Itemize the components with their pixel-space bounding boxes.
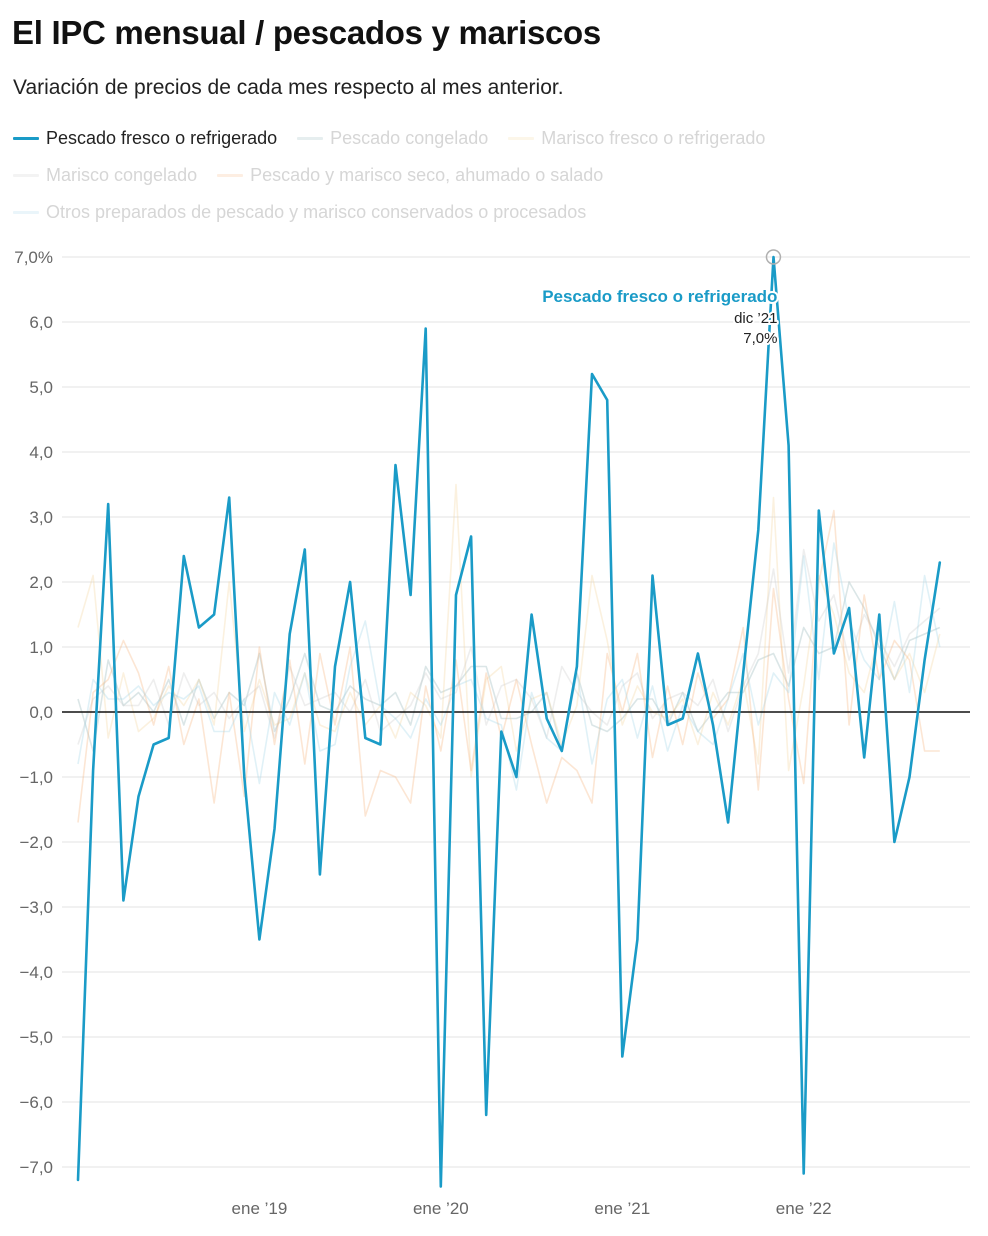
series-line-background <box>77 581 941 752</box>
highlight-series-layer <box>76 255 942 1188</box>
y-tick-label: −6,0 <box>19 1093 53 1112</box>
legend-item-marisco-congelado[interactable]: Marisco congelado <box>13 165 197 186</box>
x-tick-label: ene ’21 <box>594 1199 650 1218</box>
legend-label: Pescado y marisco seco, ahumado o salado <box>250 165 604 185</box>
y-tick-label: 4,0 <box>29 443 53 462</box>
legend-row-2: Marisco congelado Pescado y marisco seco… <box>13 157 973 194</box>
y-tick-label: 7,0% <box>14 248 53 267</box>
series-line-background <box>77 483 941 778</box>
legend-label: Otros preparados de pescado y marisco co… <box>46 202 587 222</box>
chart-subtitle: Variación de precios de cada mes respect… <box>13 76 564 99</box>
legend-row-1: Pescado fresco o refrigerado Pescado con… <box>13 120 973 157</box>
annotation-series-label: Pescado fresco o refrigerado <box>542 287 777 306</box>
legend-swatch-icon <box>217 174 244 177</box>
legend-item-pescado-fresco[interactable]: Pescado fresco o refrigerado <box>13 128 277 149</box>
y-tick-label: 3,0 <box>29 508 53 527</box>
y-tick-label: −3,0 <box>19 898 53 917</box>
annotation-layer: Pescado fresco o refrigerado dic ’21 7,0… <box>540 249 782 349</box>
x-tick-label: ene ’20 <box>413 1199 469 1218</box>
legend-label: Marisco congelado <box>46 165 198 185</box>
legend-swatch-icon <box>13 211 39 214</box>
legend: Pescado fresco o refrigerado Pescado con… <box>13 120 973 231</box>
series-line-background <box>77 548 941 745</box>
y-tick-label: −4,0 <box>19 963 53 982</box>
legend-swatch-icon <box>508 137 535 140</box>
x-tick-label: ene ’22 <box>776 1199 832 1218</box>
legend-item-marisco-fresco[interactable]: Marisco fresco o refrigerado <box>508 128 765 149</box>
legend-item-pescado-congelado[interactable]: Pescado congelado <box>297 128 488 149</box>
y-tick-label: 0,0 <box>29 703 53 722</box>
annotation-marker <box>765 249 782 265</box>
legend-swatch-icon <box>297 137 324 140</box>
y-tick-label: −2,0 <box>19 833 53 852</box>
y-tick-label: −7,0 <box>19 1158 53 1177</box>
series-line-background <box>77 509 940 823</box>
legend-swatch-icon <box>13 137 39 140</box>
legend-label: Marisco fresco o refrigerado <box>541 128 766 148</box>
y-tick-label: −5,0 <box>19 1028 53 1047</box>
annotation-value: 7,0% <box>743 330 777 347</box>
annotation-date: dic ’21 <box>734 310 777 327</box>
x-tick-label: ene ’19 <box>232 1199 288 1218</box>
legend-swatch-icon <box>13 174 39 177</box>
legend-label: Pescado congelado <box>330 128 489 148</box>
y-tick-label: 2,0 <box>29 573 53 592</box>
background-series-layer <box>77 483 941 823</box>
y-tick-label: 1,0 <box>29 638 53 657</box>
legend-item-seco-ahumado[interactable]: Pescado y marisco seco, ahumado o salado <box>217 165 603 186</box>
series-line-highlight <box>76 255 942 1188</box>
legend-row-3: Otros preparados de pescado y marisco co… <box>13 194 973 231</box>
y-tick-label: 6,0 <box>29 313 53 332</box>
y-tick-label: 5,0 <box>29 378 53 397</box>
legend-label: Pescado fresco o refrigerado <box>46 128 278 148</box>
y-tick-label: −1,0 <box>19 768 53 787</box>
legend-item-otros-preparados[interactable]: Otros preparados de pescado y marisco co… <box>13 202 586 223</box>
grid-layer: 7,0% 6,0 5,0 4,0 3,0 2,0 1,0 0,0 −1,0 −2,0 −3,0 −4,… <box>14 248 970 1218</box>
chart-title: El IPC mensual / pescados y mariscos <box>12 14 601 51</box>
